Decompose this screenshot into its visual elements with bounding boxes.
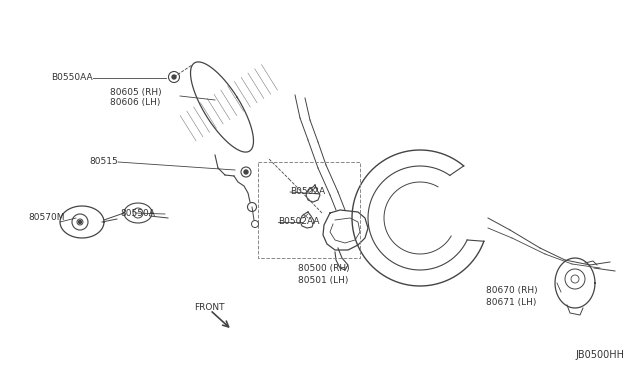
Text: 80501 (LH): 80501 (LH) [298, 276, 348, 285]
Text: 80570M: 80570M [28, 214, 65, 222]
Text: FRONT: FRONT [194, 304, 224, 312]
Text: 80671 (LH): 80671 (LH) [486, 298, 536, 307]
Text: 80515: 80515 [89, 157, 118, 167]
Text: B0502AA: B0502AA [278, 218, 319, 227]
Text: B0550AA: B0550AA [51, 74, 93, 83]
Text: 80605 (RH): 80605 (RH) [110, 89, 162, 97]
Text: 80670 (RH): 80670 (RH) [486, 285, 538, 295]
Text: 80550A: 80550A [120, 208, 155, 218]
Ellipse shape [244, 170, 248, 174]
Text: B0502A: B0502A [290, 187, 325, 196]
Text: JB0500HH: JB0500HH [575, 350, 624, 360]
Ellipse shape [172, 75, 176, 79]
Text: 80606 (LH): 80606 (LH) [110, 99, 161, 108]
Text: 80500 (RH): 80500 (RH) [298, 263, 349, 273]
Ellipse shape [79, 221, 81, 224]
